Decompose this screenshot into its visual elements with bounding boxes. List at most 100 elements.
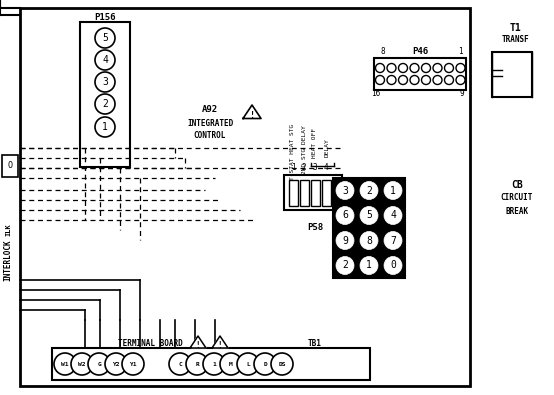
Text: 5: 5	[102, 33, 108, 43]
Text: DS: DS	[278, 361, 286, 367]
Circle shape	[384, 207, 402, 224]
Text: 7: 7	[390, 235, 396, 246]
Bar	[492, 52, 532, 97]
Circle shape	[398, 64, 408, 73]
Polygon shape	[190, 336, 206, 348]
Text: O: O	[8, 162, 13, 171]
Text: 6: 6	[342, 211, 348, 220]
Text: BREAK: BREAK	[505, 207, 529, 216]
Circle shape	[376, 75, 384, 85]
Text: 1: 1	[291, 164, 295, 173]
Circle shape	[410, 75, 419, 85]
Text: 2ND STG DELAY: 2ND STG DELAY	[301, 126, 306, 174]
Circle shape	[271, 353, 293, 375]
Text: Y1: Y1	[129, 361, 137, 367]
Text: 4: 4	[324, 164, 329, 173]
Text: R: R	[195, 361, 199, 367]
Circle shape	[387, 64, 396, 73]
Text: !: !	[218, 342, 222, 350]
Bar	[333, 178, 405, 278]
Text: 3: 3	[312, 164, 317, 173]
Text: D: D	[263, 361, 267, 367]
Bar	[20, 8, 470, 386]
Text: CIRCUIT: CIRCUIT	[501, 194, 533, 203]
Circle shape	[456, 75, 465, 85]
Circle shape	[220, 353, 242, 375]
Text: !: !	[249, 111, 254, 120]
Text: 2: 2	[102, 99, 108, 109]
Circle shape	[105, 353, 127, 375]
Text: INTEGRATED: INTEGRATED	[187, 118, 233, 128]
Text: 5: 5	[366, 211, 372, 220]
Text: 16: 16	[371, 90, 381, 98]
Text: 9: 9	[342, 235, 348, 246]
Text: HEAT OFF: HEAT OFF	[312, 128, 317, 158]
Text: 1: 1	[366, 260, 372, 271]
Text: ILK: ILK	[5, 224, 11, 236]
Bar	[289, 180, 298, 206]
Text: CONTROL: CONTROL	[194, 130, 226, 139]
Circle shape	[203, 353, 225, 375]
Circle shape	[122, 353, 144, 375]
Text: 3: 3	[102, 77, 108, 87]
Circle shape	[336, 231, 354, 250]
Text: P156: P156	[94, 13, 116, 23]
Bar	[284, 175, 342, 210]
Text: A92: A92	[202, 105, 218, 115]
Circle shape	[444, 75, 454, 85]
Text: W1: W1	[61, 361, 69, 367]
Circle shape	[336, 181, 354, 199]
Bar	[322, 180, 331, 206]
Circle shape	[95, 94, 115, 114]
Text: 4: 4	[102, 55, 108, 65]
Bar	[80, 22, 130, 167]
Circle shape	[237, 353, 259, 375]
Text: CB: CB	[511, 180, 523, 190]
Text: 1: 1	[390, 186, 396, 196]
Text: C: C	[178, 361, 182, 367]
Text: M: M	[229, 361, 233, 367]
Polygon shape	[243, 105, 261, 118]
Circle shape	[95, 28, 115, 48]
Circle shape	[360, 181, 378, 199]
Circle shape	[398, 75, 408, 85]
Circle shape	[95, 72, 115, 92]
Text: 3: 3	[342, 186, 348, 196]
Circle shape	[360, 256, 378, 275]
Text: W2: W2	[78, 361, 86, 367]
Circle shape	[410, 64, 419, 73]
Circle shape	[169, 353, 191, 375]
Text: P46: P46	[412, 47, 428, 56]
Text: 8: 8	[381, 47, 386, 56]
Circle shape	[336, 207, 354, 224]
Circle shape	[336, 256, 354, 275]
Circle shape	[433, 64, 442, 73]
Circle shape	[384, 256, 402, 275]
Text: 8: 8	[366, 235, 372, 246]
Circle shape	[422, 75, 430, 85]
Circle shape	[360, 231, 378, 250]
Polygon shape	[212, 336, 228, 348]
Bar	[300, 180, 309, 206]
Text: !: !	[196, 342, 201, 350]
Circle shape	[376, 64, 384, 73]
Text: L: L	[246, 361, 250, 367]
Text: TERMINAL BOARD: TERMINAL BOARD	[117, 339, 182, 348]
Text: 1: 1	[458, 47, 462, 56]
Bar	[311, 180, 320, 206]
Text: INTERLOCK: INTERLOCK	[3, 239, 13, 281]
Circle shape	[186, 353, 208, 375]
Circle shape	[88, 353, 110, 375]
Text: 1: 1	[102, 122, 108, 132]
Circle shape	[95, 50, 115, 70]
Bar	[2, 155, 18, 177]
Text: T1: T1	[509, 23, 521, 33]
Text: 2: 2	[302, 164, 306, 173]
Circle shape	[54, 353, 76, 375]
Circle shape	[384, 231, 402, 250]
Circle shape	[360, 207, 378, 224]
Text: 1: 1	[212, 361, 216, 367]
Circle shape	[95, 117, 115, 137]
Text: DELAY: DELAY	[325, 139, 330, 157]
Text: Y2: Y2	[112, 361, 120, 367]
